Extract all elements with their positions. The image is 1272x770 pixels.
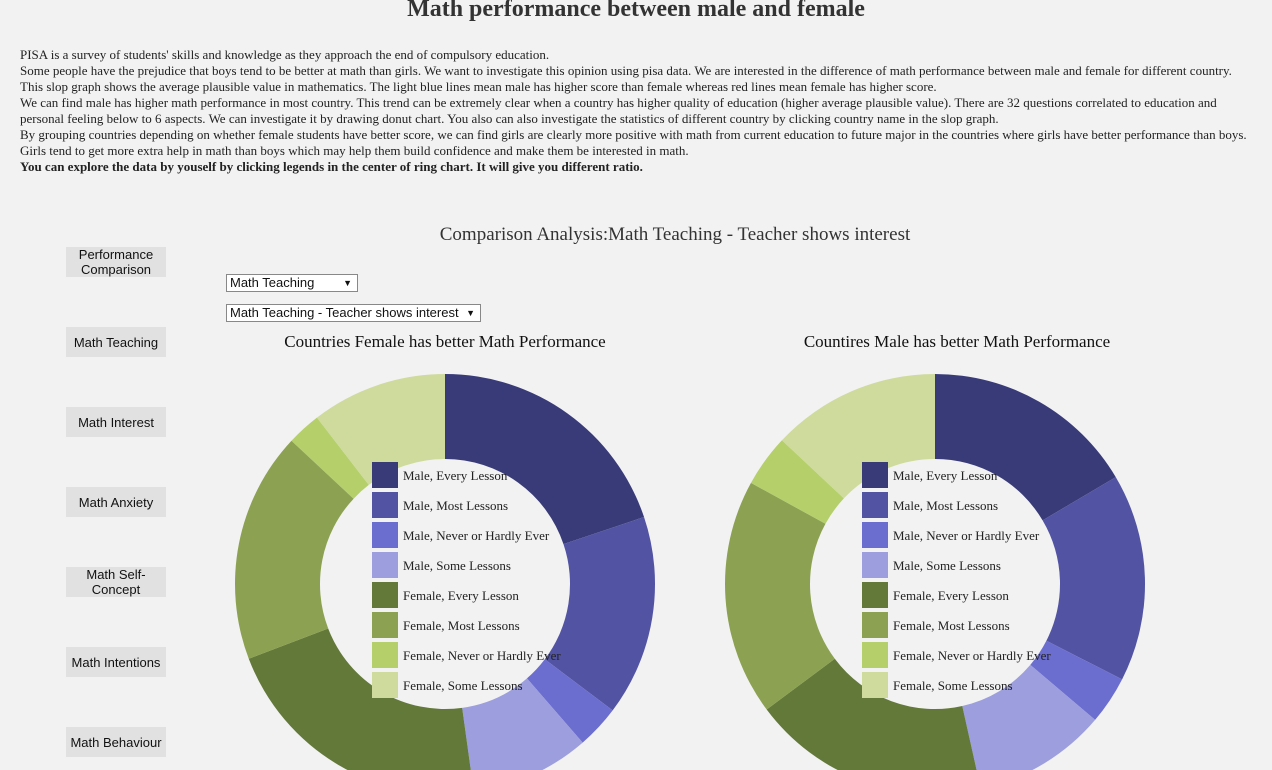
nav-button-math-interest[interactable]: Math Interest bbox=[66, 407, 166, 437]
legend-swatch bbox=[862, 582, 888, 608]
donut-slice-male-some-lessons[interactable] bbox=[462, 678, 583, 770]
legend-swatch bbox=[862, 612, 888, 638]
legend-swatch bbox=[372, 462, 398, 488]
aspect-select-value: Math Teaching bbox=[230, 275, 315, 290]
legend-label: Male, Every Lesson bbox=[403, 468, 508, 483]
legend-item-female-most-lessons[interactable]: Female, Most Lessons bbox=[372, 612, 520, 638]
legend-label: Male, Some Lessons bbox=[893, 558, 1001, 573]
nav-button-math-self-concept[interactable]: Math Self-Concept bbox=[66, 567, 166, 597]
legend-item-female-every-lesson[interactable]: Female, Every Lesson bbox=[862, 582, 1009, 608]
intro-paragraph: By grouping countries depending on wheth… bbox=[20, 127, 1247, 158]
legend-label: Female, Most Lessons bbox=[403, 618, 520, 633]
legend-item-female-never-or-hardly-ever[interactable]: Female, Never or Hardly Ever bbox=[862, 642, 1051, 668]
intro-text: PISA is a survey of students' skills and… bbox=[20, 47, 1252, 175]
legend-item-male-some-lessons[interactable]: Male, Some Lessons bbox=[862, 552, 1001, 578]
legend-label: Male, Never or Hardly Ever bbox=[893, 528, 1040, 543]
legend-item-female-some-lessons[interactable]: Female, Some Lessons bbox=[862, 672, 1013, 698]
nav-button-math-teaching[interactable]: Math Teaching bbox=[66, 327, 166, 357]
donut-slice-female-every-lesson[interactable] bbox=[766, 658, 981, 770]
nav-button-performance-comparison[interactable]: Performance Comparison bbox=[66, 247, 166, 277]
donut-slice-male-most-lessons[interactable] bbox=[1042, 477, 1145, 680]
legend-item-male-most-lessons[interactable]: Male, Most Lessons bbox=[372, 492, 508, 518]
donut-chart-male: Male, Every Lesson Male, Most Lessons Male… bbox=[725, 374, 1145, 770]
legend-swatch bbox=[862, 672, 888, 698]
legend-item-female-most-lessons[interactable]: Female, Most Lessons bbox=[862, 612, 1010, 638]
intro-paragraph: This slop graph shows the average plausi… bbox=[20, 79, 937, 94]
donut-slice-female-some-lessons[interactable] bbox=[316, 374, 445, 485]
nav-button-math-anxiety[interactable]: Math Anxiety bbox=[66, 487, 166, 517]
legend-swatch bbox=[862, 522, 888, 548]
chart-title-female: Countries Female has better Math Perform… bbox=[284, 332, 606, 351]
donut-slice-female-every-lesson[interactable] bbox=[248, 628, 474, 770]
legend-swatch bbox=[372, 642, 398, 668]
chevron-down-icon: ▼ bbox=[343, 278, 352, 288]
legend-label: Female, Never or Hardly Ever bbox=[893, 648, 1051, 663]
donut-slice-female-some-lessons[interactable] bbox=[781, 374, 935, 499]
legend-swatch bbox=[862, 552, 888, 578]
chevron-down-icon: ▼ bbox=[466, 308, 475, 318]
legend-item-male-every-lesson[interactable]: Male, Every Lesson bbox=[862, 462, 998, 488]
legend-item-male-every-lesson[interactable]: Male, Every Lesson bbox=[372, 462, 508, 488]
question-select[interactable]: Math Teaching - Teacher shows interest ▼ bbox=[226, 304, 481, 322]
legend-swatch bbox=[372, 552, 398, 578]
donut-chart-female: Male, Every Lesson Male, Most Lessons Male… bbox=[234, 374, 655, 770]
legend-label: Male, Every Lesson bbox=[893, 468, 998, 483]
legend-swatch bbox=[372, 612, 398, 638]
intro-paragraph: We can find male has higher math perform… bbox=[20, 95, 1217, 126]
legend-label: Female, Never or Hardly Ever bbox=[403, 648, 561, 663]
legend-swatch bbox=[372, 522, 398, 548]
intro-instruction: You can explore the data by youself by c… bbox=[20, 159, 643, 174]
donut-slice-male-never-or-hardly-ever[interactable] bbox=[1030, 640, 1123, 720]
legend-swatch bbox=[372, 582, 398, 608]
legend-swatch bbox=[862, 492, 888, 518]
legend-label: Female, Some Lessons bbox=[893, 678, 1013, 693]
legend-item-male-never-or-hardly-ever[interactable]: Male, Never or Hardly Ever bbox=[372, 522, 550, 548]
legend-label: Female, Some Lessons bbox=[403, 678, 523, 693]
legend-label: Female, Most Lessons bbox=[893, 618, 1010, 633]
legend-swatch bbox=[372, 672, 398, 698]
legend-swatch bbox=[862, 462, 888, 488]
donut-slice-female-never-or-hardly-ever[interactable] bbox=[291, 417, 369, 499]
legend-swatch bbox=[372, 492, 398, 518]
legend-item-male-never-or-hardly-ever[interactable]: Male, Never or Hardly Ever bbox=[862, 522, 1040, 548]
donut-slice-female-never-or-hardly-ever[interactable] bbox=[750, 440, 844, 524]
legend-label: Male, Never or Hardly Ever bbox=[403, 528, 550, 543]
donut-slice-male-some-lessons[interactable] bbox=[962, 664, 1096, 770]
donut-slice-male-most-lessons[interactable] bbox=[544, 517, 655, 711]
intro-paragraph: Some people have the prejudice that boys… bbox=[20, 63, 1232, 78]
legend-label: Male, Most Lessons bbox=[403, 498, 508, 513]
intro-paragraph: PISA is a survey of students' skills and… bbox=[20, 47, 550, 62]
donut-slice-female-most-lessons[interactable] bbox=[725, 482, 835, 710]
legend-swatch bbox=[862, 642, 888, 668]
question-select-value: Math Teaching - Teacher shows interest bbox=[230, 305, 459, 320]
legend-label: Male, Some Lessons bbox=[403, 558, 511, 573]
legend-label: Female, Every Lesson bbox=[893, 588, 1009, 603]
analysis-title: Comparison Analysis:Math Teaching - Teac… bbox=[439, 224, 911, 245]
nav-button-math-behaviour[interactable]: Math Behaviour bbox=[66, 727, 166, 757]
aspect-select[interactable]: Math Teaching ▼ bbox=[226, 274, 358, 292]
donut-slice-female-most-lessons[interactable] bbox=[234, 440, 354, 659]
nav-button-math-intentions[interactable]: Math Intentions bbox=[66, 647, 166, 677]
legend-item-female-some-lessons[interactable]: Female, Some Lessons bbox=[372, 672, 523, 698]
donut-slice-male-never-or-hardly-ever[interactable] bbox=[526, 659, 613, 743]
legend-item-male-some-lessons[interactable]: Male, Some Lessons bbox=[372, 552, 511, 578]
legend-item-female-never-or-hardly-ever[interactable]: Female, Never or Hardly Ever bbox=[372, 642, 561, 668]
page-title: Math performance between male and female bbox=[407, 0, 865, 22]
donut-slice-male-every-lesson[interactable] bbox=[935, 374, 1116, 521]
legend-label: Male, Most Lessons bbox=[893, 498, 998, 513]
legend-label: Female, Every Lesson bbox=[403, 588, 519, 603]
legend-item-female-every-lesson[interactable]: Female, Every Lesson bbox=[372, 582, 519, 608]
chart-title-male: Countires Male has better Math Performan… bbox=[803, 332, 1111, 351]
legend-item-male-most-lessons[interactable]: Male, Most Lessons bbox=[862, 492, 998, 518]
donut-slice-male-every-lesson[interactable] bbox=[445, 374, 645, 545]
